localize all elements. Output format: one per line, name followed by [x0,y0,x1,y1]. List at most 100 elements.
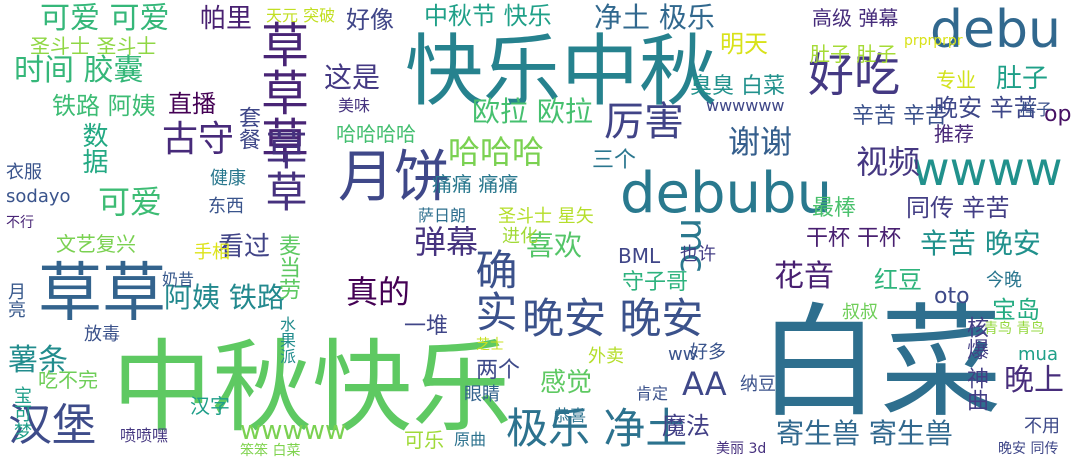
word-cloud-word: 外卖 [588,346,624,367]
word-cloud-word: 原曲 [454,430,487,449]
word-cloud-word: 核爆 神曲 [963,316,988,411]
word-cloud-word: 欧拉 欧拉 [472,95,593,128]
word-cloud-word: 美味 [338,96,371,115]
word-cloud-word: 恭喜 [554,406,587,425]
word-cloud-word: 好吃 [808,48,900,102]
word-cloud-word: 魔法 [662,412,710,440]
word-cloud-word: 痛痛 痛痛 [432,172,519,196]
word-cloud-word: 哈哈哈 [448,133,545,171]
word-cloud-word: 弹幕 [414,223,479,261]
word-cloud-word: 晚安 同传 [998,441,1059,457]
word-cloud-word: 最棒 [812,196,857,221]
word-cloud-word: 两个 [476,358,521,383]
word-cloud-word: ww [668,344,698,365]
word-cloud-word: 晚上 [1004,363,1064,398]
word-cloud-word: 时间 胶囊 [14,53,144,88]
word-cloud-word: 肯定 [636,384,669,403]
word-cloud-word: 专业 [936,68,976,92]
word-cloud-word: 可爱 可爱 [40,1,170,36]
word-cloud-word: 好像 [346,6,394,34]
word-cloud-word: 东西 [208,196,244,217]
word-cloud-word: 花音 [774,259,834,294]
word-cloud-word: 同传 辛苦 [906,194,1010,222]
word-cloud-word: 阿姨 铁路 [164,281,285,314]
word-cloud-word: 净土 极乐 [594,1,715,34]
word-cloud-word: 三个 [592,148,637,173]
word-cloud-word: 进化 [502,226,538,247]
word-cloud-word: 可爱 [98,183,163,221]
word-cloud-word: 喜欢 [526,229,583,262]
word-cloud-word: 不用 [1024,416,1060,437]
word-cloud-word: prprprpr [904,33,963,49]
word-cloud-word: 肚子 肚子 [810,42,897,66]
word-cloud-word: 放毒 [84,324,120,345]
word-cloud-word: 干杯 干杯 [806,226,901,251]
word-cloud-word: 帕里 [200,4,253,34]
word-cloud-word: 套餐 [235,106,260,150]
word-cloud-word: 寄生兽 寄生兽 [776,417,953,450]
word-cloud-word: 不行 [6,215,34,231]
word-cloud-word: 草草 [259,128,308,212]
word-cloud-word: 辛苦 晚安 [920,227,1041,260]
word-cloud-word: 草草草 [252,20,308,164]
word-cloud-word: 文艺复兴 [56,232,136,256]
word-cloud-word: 衣服 [6,162,42,183]
word-cloud-word: 青鸟 青鸟 [984,321,1045,337]
word-cloud-word: 一堆 [404,314,449,339]
word-cloud-word: 美丽 3d [716,441,767,457]
word-cloud-word: 眼睛 [464,384,500,405]
word-cloud-word: 笨笨 白菜 [240,443,301,459]
word-cloud-word: 宝可梦 [11,386,32,440]
word-cloud-word: 吃不完 [38,368,98,392]
word-cloud-word: 芝士 [476,337,504,353]
word-cloud-word: 麦当劳 [275,234,300,300]
word-cloud-word: 喷喷嘿 [120,426,169,445]
word-cloud-word: 守子哥 [622,270,689,295]
word-cloud-word: 肚子 [996,64,1049,94]
word-cloud-word: 样子 [1020,100,1053,119]
word-cloud-word: 叔叔 [842,302,878,323]
word-cloud-word: 明天 [720,30,768,58]
word-cloud-word: 好多 [690,342,726,363]
word-cloud-word: 视频 [856,143,921,181]
word-cloud-word: 水果派 [277,316,296,364]
word-cloud-word: 哈哈哈哈 [336,122,416,146]
word-cloud-word: 极乐 净土 [506,404,688,453]
word-cloud-word: 看过 [218,232,271,262]
word-cloud-word: 奶昔 [162,270,195,289]
word-cloud-word: mua [1018,344,1058,365]
word-cloud-word: BML [618,244,661,268]
word-cloud-word: wwww [912,142,1063,196]
word-cloud-word: 晚安 晚安 [522,294,704,343]
word-cloud-word: 中秋快乐 [112,329,512,446]
word-cloud-word: 这是 [324,61,381,94]
word-cloud-word: 感觉 [540,368,593,398]
word-cloud-word: wwwwww [706,96,785,115]
word-cloud-word: mc [672,218,713,273]
word-cloud-word: 月饼 [338,145,450,210]
word-cloud-word: 月亮 [5,282,26,318]
word-cloud-word: 确实 [469,248,518,332]
word-cloud-word: 臭臭 白菜 [690,74,785,99]
word-cloud-word: sodayo [6,186,71,207]
word-cloud-word: 手相 [194,242,230,263]
word-cloud-word: oto [934,284,970,309]
word-cloud-word: 谢谢 [728,123,793,161]
word-cloud-word: AA [682,365,727,403]
word-cloud-word: 推荐 [934,122,974,146]
word-cloud-word: wwwww [240,416,347,446]
word-cloud-word: 圣斗士 圣斗士 [30,34,157,58]
word-cloud-word: 白菜 [758,292,1002,434]
word-cloud-word: 快乐中秋 [405,27,718,117]
word-cloud-word: 直播 [168,90,216,118]
word-cloud-word: 薯条 [8,343,68,378]
word-cloud-word: 汉字 [190,394,230,418]
word-cloud-word: 天元 突破 [266,6,336,25]
word-cloud-word: op [1044,102,1072,127]
word-cloud-word: 草草 [38,257,166,331]
word-cloud-word: 厉害 [604,99,684,145]
word-cloud-word: 圣斗士 星矢 [498,206,594,227]
word-cloud-word: 萨日朗 [418,206,467,225]
word-cloud-word: 数据 [78,122,108,174]
